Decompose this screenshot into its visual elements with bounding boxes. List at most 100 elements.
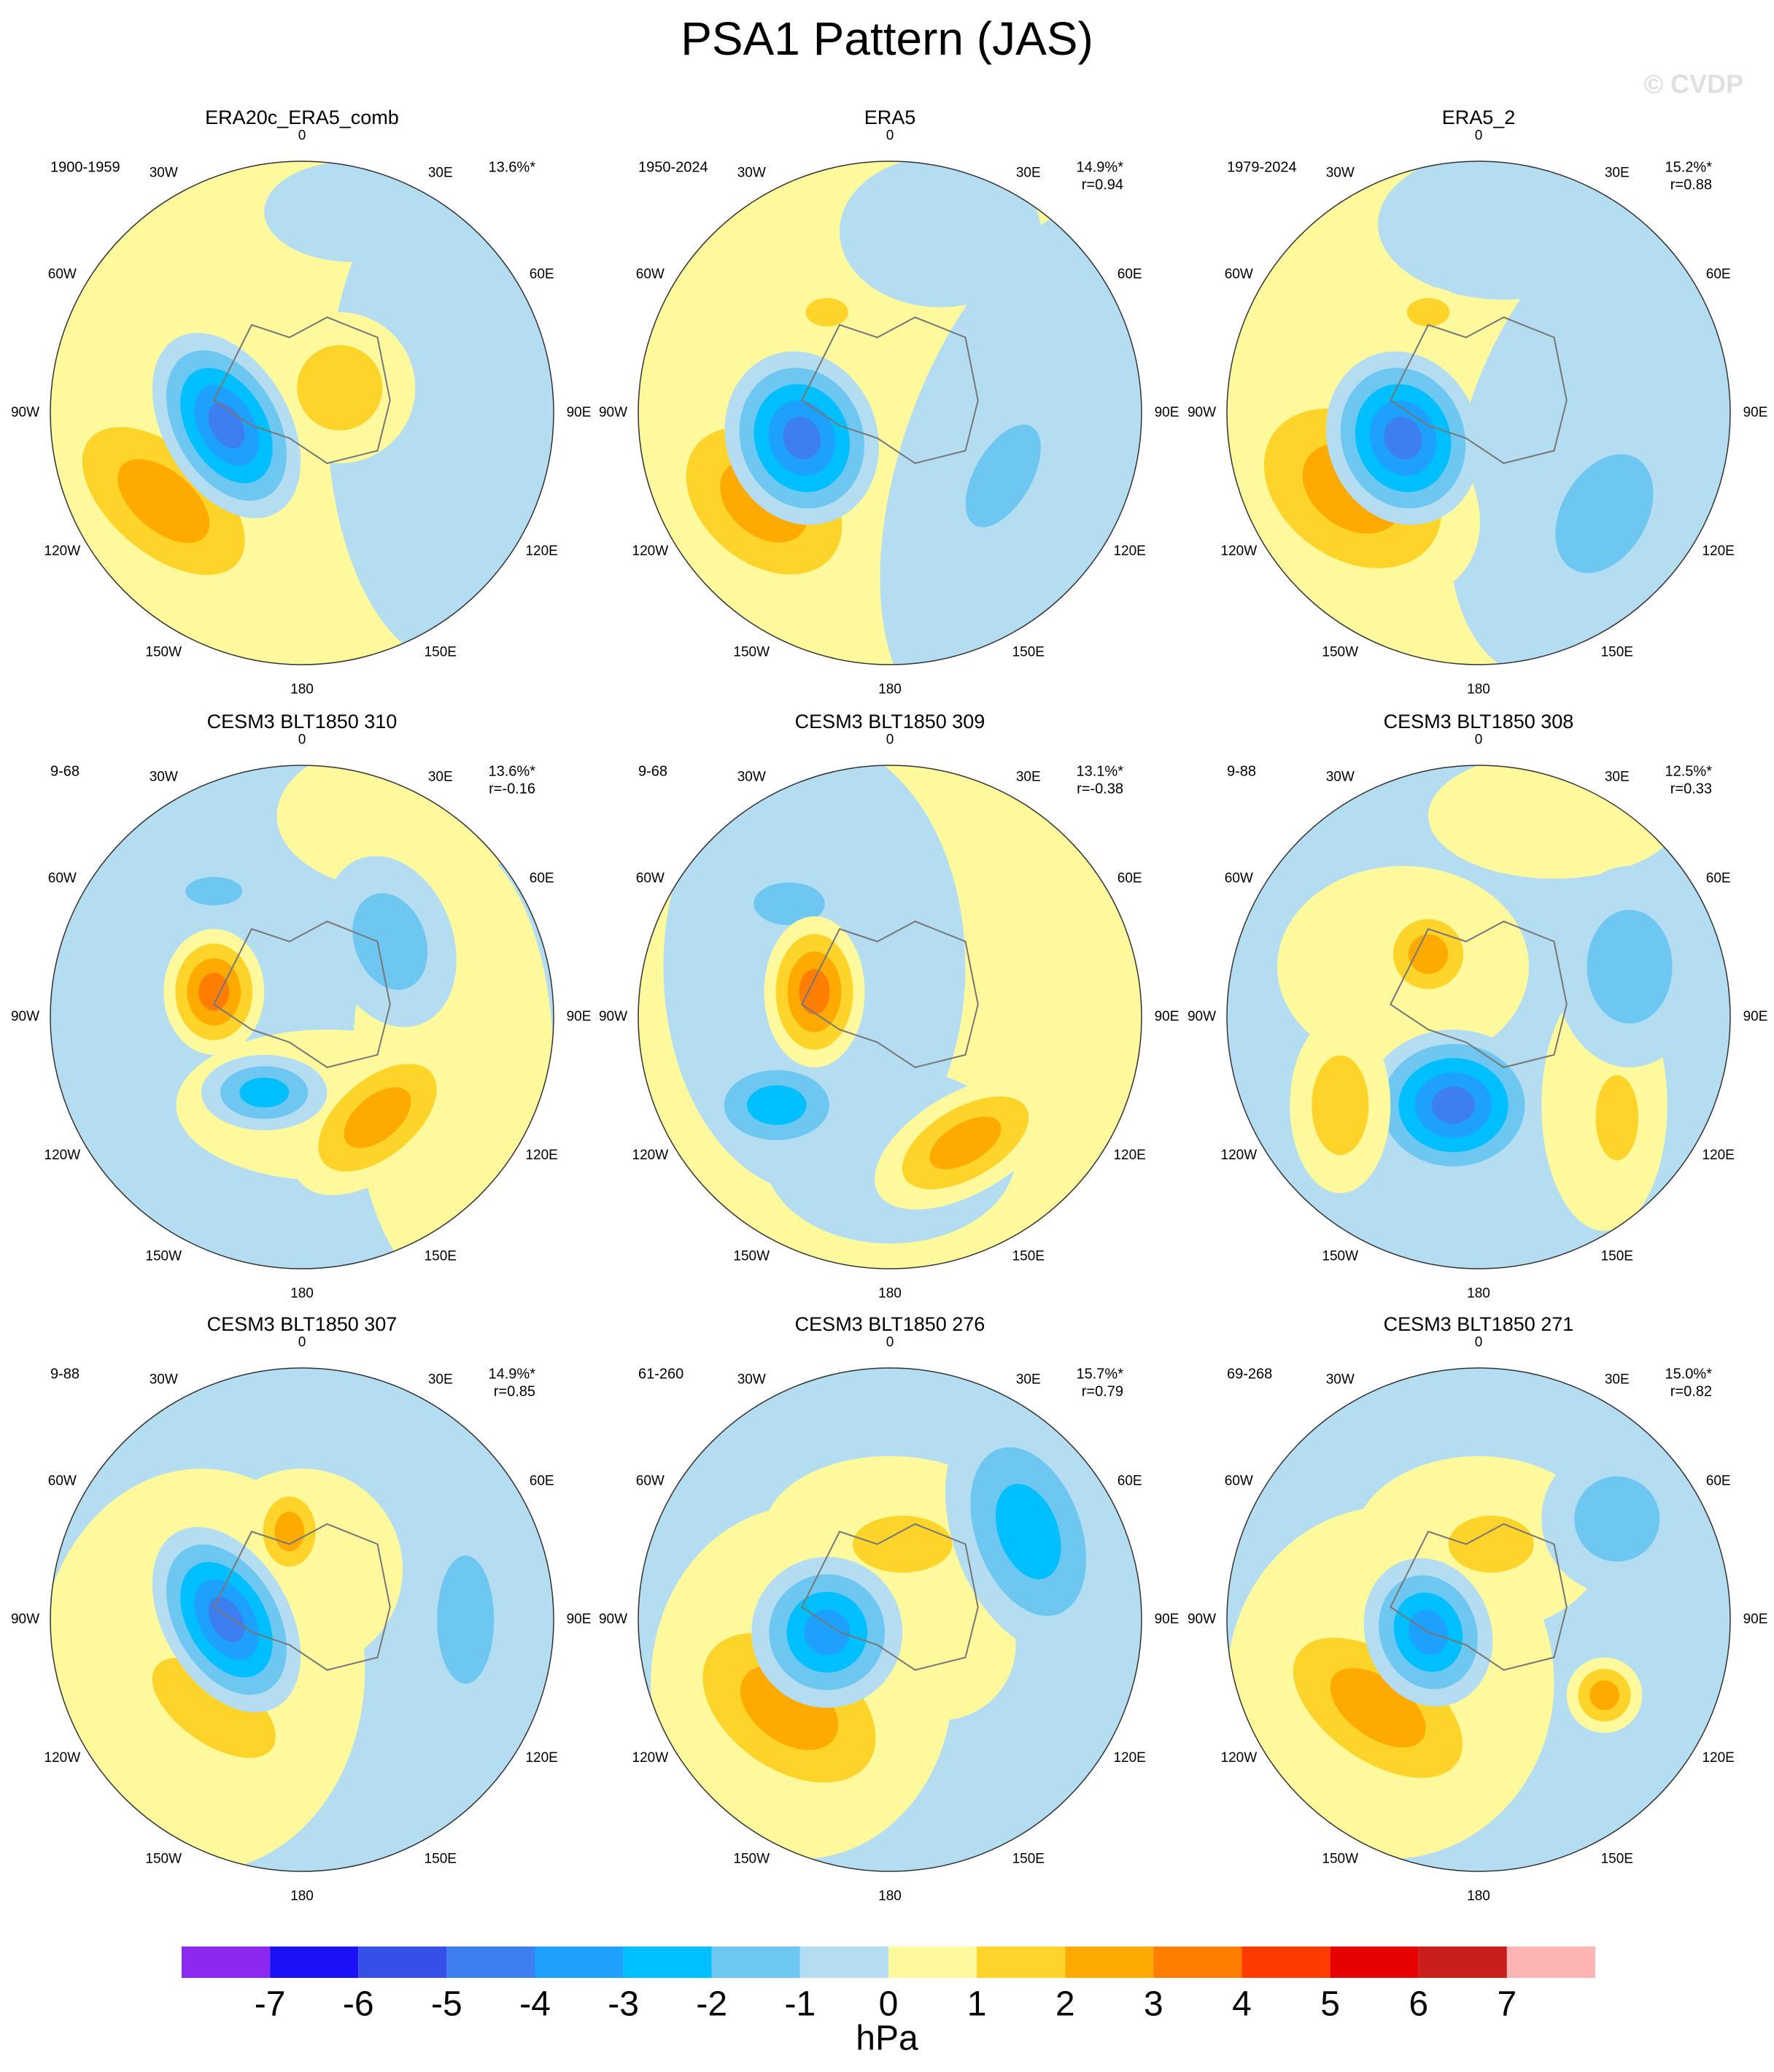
contour-fill (840, 161, 1041, 308)
variance-label: 13.1%* (1077, 763, 1124, 779)
lon-label: 120E (1702, 1148, 1734, 1163)
panel-title: CESM3 BLT1850 276 (795, 1313, 985, 1335)
colorbar-label: 4 (1232, 1985, 1252, 2024)
colorbar-box (182, 1947, 271, 1978)
contour-fill (995, 1483, 1061, 1580)
map-border (50, 161, 554, 665)
colorbar-label: 6 (1409, 1985, 1428, 2024)
colorbar-unit: hPa (856, 2019, 918, 2058)
colorbar-box (1153, 1947, 1242, 1978)
period-label: 1950-2024 (638, 159, 708, 175)
contour-fill (1330, 1668, 1426, 1748)
contour-fill (804, 1609, 851, 1655)
lon-label: 60W (636, 1473, 665, 1488)
variance-label: 13.6%* (489, 159, 536, 175)
watermark: © CVDP (1643, 69, 1743, 99)
colorbar-label: 0 (879, 1985, 899, 2024)
lon-label: 150E (425, 645, 457, 660)
map-panel (638, 161, 1142, 665)
lon-label: 180 (878, 1286, 902, 1302)
variance-label: 14.9%* (1077, 159, 1124, 175)
map-panel (1227, 161, 1730, 665)
lon-label: 90W (1188, 1009, 1216, 1024)
lon-label: 30W (737, 1372, 766, 1387)
colorbar-label: -6 (343, 1985, 374, 2024)
coastline (800, 1523, 979, 1671)
contour-fill (1406, 298, 1450, 327)
contour-fill (929, 1116, 1002, 1170)
lon-label: 150W (733, 645, 770, 660)
colorbar-box (711, 1947, 800, 1978)
contour-fill (208, 1596, 245, 1643)
variance-label: 15.2%* (1665, 159, 1713, 175)
lon-label: 90E (1743, 405, 1768, 420)
lon-label: 0 (886, 128, 894, 144)
lon-label: 60W (48, 266, 77, 282)
colorbar-box (977, 1947, 1066, 1978)
contour-fill (185, 877, 243, 905)
lon-label: 90E (1743, 1009, 1768, 1024)
colorbar-label: -5 (431, 1985, 462, 2024)
lon-label: 30E (1605, 1372, 1630, 1387)
period-label: 9-68 (50, 763, 80, 779)
lon-label: 60E (530, 1473, 554, 1488)
contour-fill (1555, 454, 1654, 573)
lon-label: 30E (428, 1372, 453, 1387)
correlation-label: r=0.33 (1670, 781, 1712, 797)
contour-fill (805, 298, 848, 327)
lon-label: 30E (1605, 165, 1630, 180)
panel-title: ERA5 (864, 107, 916, 128)
map-border (50, 765, 554, 1269)
lon-label: 0 (1475, 732, 1483, 748)
lon-label: 120E (525, 1148, 557, 1163)
lon-label: 120E (1702, 544, 1734, 559)
contour-fill (327, 161, 554, 665)
contour-fill (297, 345, 383, 430)
lon-label: 120W (1221, 544, 1258, 559)
colorbar-label: 7 (1498, 1985, 1517, 2024)
lon-label: 30E (1016, 165, 1041, 180)
colorbar-box (1418, 1947, 1507, 1978)
lon-label: 90E (1155, 1612, 1180, 1627)
panel-title: CESM3 BLT1850 309 (795, 711, 985, 732)
lon-label: 90E (567, 405, 592, 420)
colorbar-label: 3 (1144, 1985, 1163, 2024)
contour-fill (1595, 1075, 1638, 1161)
variance-label: 15.0%* (1665, 1366, 1713, 1382)
colorbar-label: -2 (696, 1985, 727, 2024)
lon-label: 120W (44, 544, 81, 559)
lon-label: 150W (1322, 645, 1358, 660)
lon-label: 30E (428, 769, 453, 784)
colorbar-label: -1 (785, 1985, 816, 2024)
contour-fill (1431, 1086, 1476, 1124)
contour-fill (799, 969, 830, 1015)
lon-label: 150E (1012, 1852, 1045, 1867)
colorbar-box (1330, 1947, 1419, 1978)
lon-label: 150E (1601, 1852, 1633, 1867)
colorbar-box (446, 1947, 535, 1978)
lon-label: 150W (733, 1852, 770, 1867)
lon-label: 60W (48, 1473, 77, 1488)
variance-label: 12.5%* (1665, 763, 1713, 779)
lon-label: 150E (1012, 645, 1045, 660)
coastline (800, 316, 979, 465)
contour-fill (198, 973, 230, 1011)
lon-label: 180 (1467, 682, 1490, 697)
panel-title: ERA5_2 (1442, 107, 1516, 128)
coastline (212, 1523, 391, 1671)
map-panel (638, 765, 1142, 1269)
lon-label: 150E (425, 1249, 457, 1264)
coastline (1389, 316, 1568, 465)
colorbar-box (623, 1947, 712, 1978)
lon-label: 0 (1475, 1335, 1483, 1350)
colorbar-box (1506, 1947, 1595, 1978)
map-border (1226, 161, 1731, 665)
lon-label: 180 (1467, 1286, 1490, 1302)
lon-label: 60E (1118, 1473, 1142, 1488)
lon-label: 150W (145, 1852, 182, 1867)
lon-label: 30W (150, 1372, 178, 1387)
contour-fill (1378, 161, 1630, 300)
map-border (638, 1367, 1142, 1872)
colorbar-box (1065, 1947, 1154, 1978)
